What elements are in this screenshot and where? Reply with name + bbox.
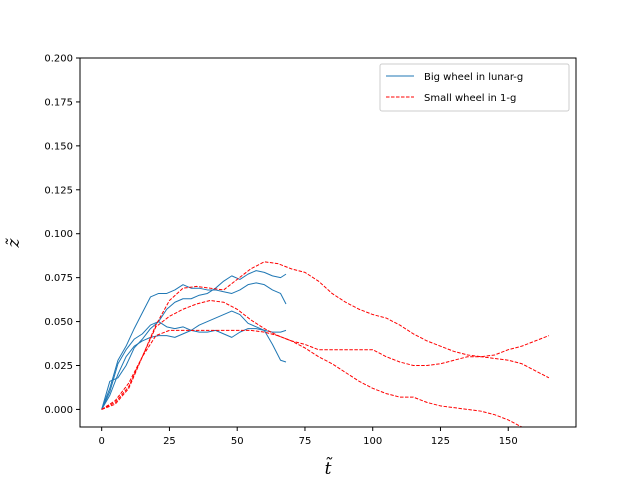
legend-label-small-wheel: Small wheel in 1-g: [424, 93, 516, 104]
series-line-big-wheel-4: [101, 328, 287, 410]
x-axis-label: t̃: [325, 457, 333, 479]
y-tick-label: 0.100: [44, 229, 73, 240]
plot-frame: [79, 57, 577, 428]
x-tick-label: 0: [98, 436, 104, 447]
series-line-big-wheel-3: [101, 310, 287, 410]
legend-box: [379, 63, 570, 112]
y-tick-label: 0.025: [44, 361, 73, 372]
y-tick-label: 0.050: [44, 317, 73, 328]
series-line-small-wheel-7: [101, 329, 523, 427]
legend-label-big-wheel: Big wheel in lunar-g: [424, 72, 523, 83]
y-tick-label: 0.125: [44, 185, 73, 196]
series-line-big-wheel-2: [101, 270, 287, 410]
x-tick-label: 125: [431, 436, 450, 447]
y-tick-label: 0.000: [44, 405, 73, 416]
y-tick-label: 0.175: [44, 97, 73, 108]
x-tick-label: 50: [231, 436, 244, 447]
y-tick-label: 0.075: [44, 273, 73, 284]
x-tick-label: 75: [299, 436, 312, 447]
legend: Big wheel in lunar-g Small wheel in 1-g: [379, 63, 570, 112]
series-line-small-wheel-6: [101, 299, 550, 410]
x-axis-ticks: 0 25 50 75 100 125 150: [98, 427, 518, 447]
series-layer: [101, 261, 550, 427]
y-tick-label: 0.150: [44, 141, 73, 152]
y-axis-label: z̃: [4, 237, 24, 248]
series-line-small-wheel-5: [101, 261, 550, 410]
x-tick-label: 150: [499, 436, 518, 447]
x-tick-label: 25: [163, 436, 176, 447]
y-tick-label: 0.200: [44, 54, 73, 65]
y-axis-ticks: 0.000 0.025 0.050 0.075 0.100 0.125 0.150 0.175…: [44, 54, 80, 416]
x-tick-label: 100: [363, 436, 382, 447]
series-line-big-wheel-1: [101, 282, 287, 410]
